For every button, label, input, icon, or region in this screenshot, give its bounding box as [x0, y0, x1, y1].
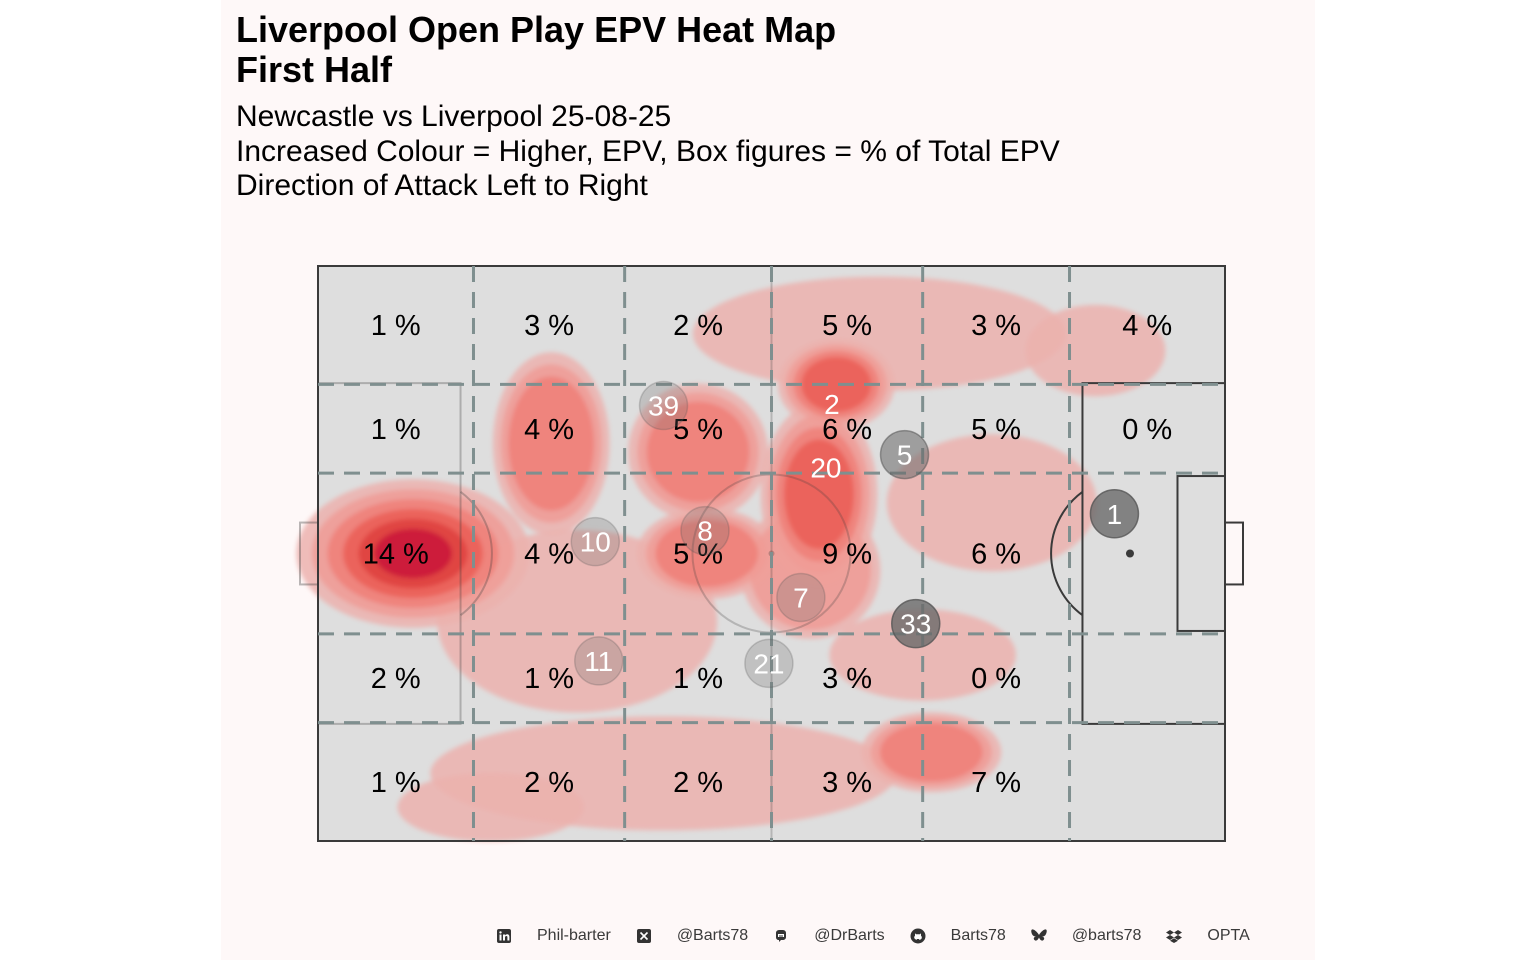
player-marker-8: 8 [680, 505, 730, 556]
left-penalty-box [317, 382, 462, 725]
linkedin-icon[interactable] [495, 927, 513, 945]
left-goal [299, 521, 319, 586]
player-marker-circle-10 [570, 516, 621, 567]
zone-label-r4-c2: 2 % [673, 767, 723, 799]
zone-label-r3-c4: 0 % [971, 663, 1021, 695]
subtitle-line-1: Newcastle vs Liverpool 25-08-25 [236, 100, 672, 133]
player-marker-circle-39 [638, 380, 689, 431]
heat-contour-7-level-3 [879, 722, 983, 782]
player-marker-label-20: 20 [810, 452, 841, 483]
zone-label-r0-c4: 3 % [971, 310, 1021, 342]
player-marker-2: 2 [824, 389, 840, 420]
player-marker-circle-33 [891, 598, 941, 649]
linkedin-handle[interactable]: Phil-barter [537, 927, 611, 944]
x-twitter-icon[interactable] [635, 927, 653, 945]
bluesky-handle[interactable]: @barts78 [1071, 927, 1142, 944]
zone-label-r3-c1: 1 % [524, 663, 574, 695]
zone-label-r0-c3: 5 % [822, 310, 872, 342]
heat-contour-12-level-1 [886, 434, 1097, 572]
player-marker-label-8: 8 [697, 516, 713, 547]
zone-label-r0-c2: 2 % [673, 310, 723, 342]
heat-contour-14-level-1 [829, 609, 1016, 701]
subtitle-line-3: Direction of Attack Left to Right [236, 169, 648, 202]
github-handle[interactable]: Barts78 [950, 927, 1006, 944]
player-marker-label-39: 39 [648, 391, 679, 422]
player-marker-circle-1 [1089, 489, 1140, 539]
zone-label-r0-c1: 3 % [524, 310, 574, 342]
heat-contour-13-level-1 [1025, 304, 1166, 397]
zone-label-r3-c0: 2 % [371, 663, 421, 695]
player-marker-label-33: 33 [900, 609, 931, 640]
zone-label-r4-c0: 1 % [371, 767, 421, 799]
player-marker-circle-5 [879, 429, 930, 480]
player-marker-circle-7 [776, 572, 826, 623]
data-source-label: OPTA [1207, 927, 1250, 944]
zone-label-r1-c2: 5 % [673, 414, 723, 446]
zone-label-r1-c0: 1 % [371, 414, 421, 446]
mastodon-icon[interactable] [772, 927, 790, 945]
heat-contour-11-level-1 [692, 276, 1067, 391]
footer-credits: Phil-barter @Barts78 @DrBarts Barts78 @b… [495, 924, 1250, 948]
heat-contour-5-level-4 [801, 356, 872, 412]
chart-title: Liverpool Open Play EPV Heat Map First H… [236, 10, 836, 90]
zone-label-r4-c4: 7 % [971, 767, 1021, 799]
player-marker-circle-11 [573, 636, 624, 686]
bluesky-icon[interactable] [1030, 927, 1048, 945]
chart-subtitle: Newcastle vs Liverpool 25-08-25 Increase… [236, 100, 1060, 204]
heat-contour-3-level-3 [655, 520, 759, 587]
zone-label-r2-c3: 9 % [822, 539, 872, 571]
heat-contour-10-level-1 [397, 772, 585, 842]
player-marker-20: 20 [810, 452, 841, 483]
player-marker-label-10: 10 [580, 527, 611, 558]
right-goal [1224, 521, 1244, 586]
zone-label-r4-c1: 2 % [524, 767, 574, 799]
x-handle[interactable]: @Barts78 [676, 927, 749, 944]
player-marker-11: 11 [573, 636, 624, 686]
epv-heat-layer [296, 276, 1166, 842]
subtitle-line-2: Increased Colour = Higher, EPV, Box figu… [236, 134, 1060, 168]
player-marker-label-5: 5 [897, 440, 913, 471]
zone-label-r1-c1: 4 % [524, 414, 574, 446]
player-marker-circle-8 [680, 505, 730, 556]
heat-contour-0-level-6 [374, 528, 452, 579]
player-marker-33: 33 [891, 598, 941, 649]
title-line-1: Liverpool Open Play EPV Heat Map [236, 9, 837, 50]
zone-label-r2-c0: 14 % [363, 539, 429, 571]
heat-contour-4-level-4 [784, 439, 854, 550]
player-marker-circle-21 [744, 638, 794, 689]
player-marker-1: 1 [1089, 489, 1140, 539]
zone-label-r1-c3: 6 % [822, 414, 872, 446]
zone-label-r1-c4: 5 % [971, 414, 1021, 446]
heat-contour-1-level-3 [508, 376, 594, 511]
zone-percent-labels: 1 % 3 % 2 % 5 % 3 % 4 %1 % 4 % 5 % 6 % 5 % 0 %14 %… [363, 310, 1173, 799]
zone-label-r4-c3: 3 % [822, 767, 872, 799]
zone-label-r0-c5: 4 % [1122, 310, 1172, 342]
zone-grid [318, 266, 1225, 841]
zone-label-r2-c4: 6 % [971, 539, 1021, 571]
player-marker-label-7: 7 [793, 582, 809, 613]
player-marker-21: 21 [744, 638, 794, 689]
player-marker-label-11: 11 [584, 646, 613, 677]
dropbox-icon[interactable] [1165, 927, 1183, 945]
zone-label-r2-c2: 5 % [673, 539, 723, 571]
github-icon[interactable] [909, 927, 927, 945]
right-penalty-spot [1125, 549, 1134, 558]
player-marker-39: 39 [638, 380, 689, 431]
mastodon-handle[interactable]: @DrBarts [814, 927, 885, 944]
player-marker-label-21: 21 [753, 648, 784, 679]
title-line-2: First Half [236, 49, 393, 90]
zone-label-r1-c5: 0 % [1122, 414, 1172, 446]
zone-label-r0-c0: 1 % [371, 310, 421, 342]
player-marker-5: 5 [879, 429, 930, 480]
player-marker-10: 10 [570, 516, 621, 567]
zone-label-r2-c1: 4 % [524, 539, 574, 571]
heat-contour-2-level-3 [646, 401, 750, 503]
player-marker-label-1: 1 [1107, 499, 1123, 530]
player-marker-7: 7 [776, 572, 826, 623]
player-marker-label-2: 2 [824, 389, 840, 420]
zone-label-r3-c2: 1 % [673, 663, 723, 695]
zone-label-r3-c3: 3 % [822, 663, 872, 695]
